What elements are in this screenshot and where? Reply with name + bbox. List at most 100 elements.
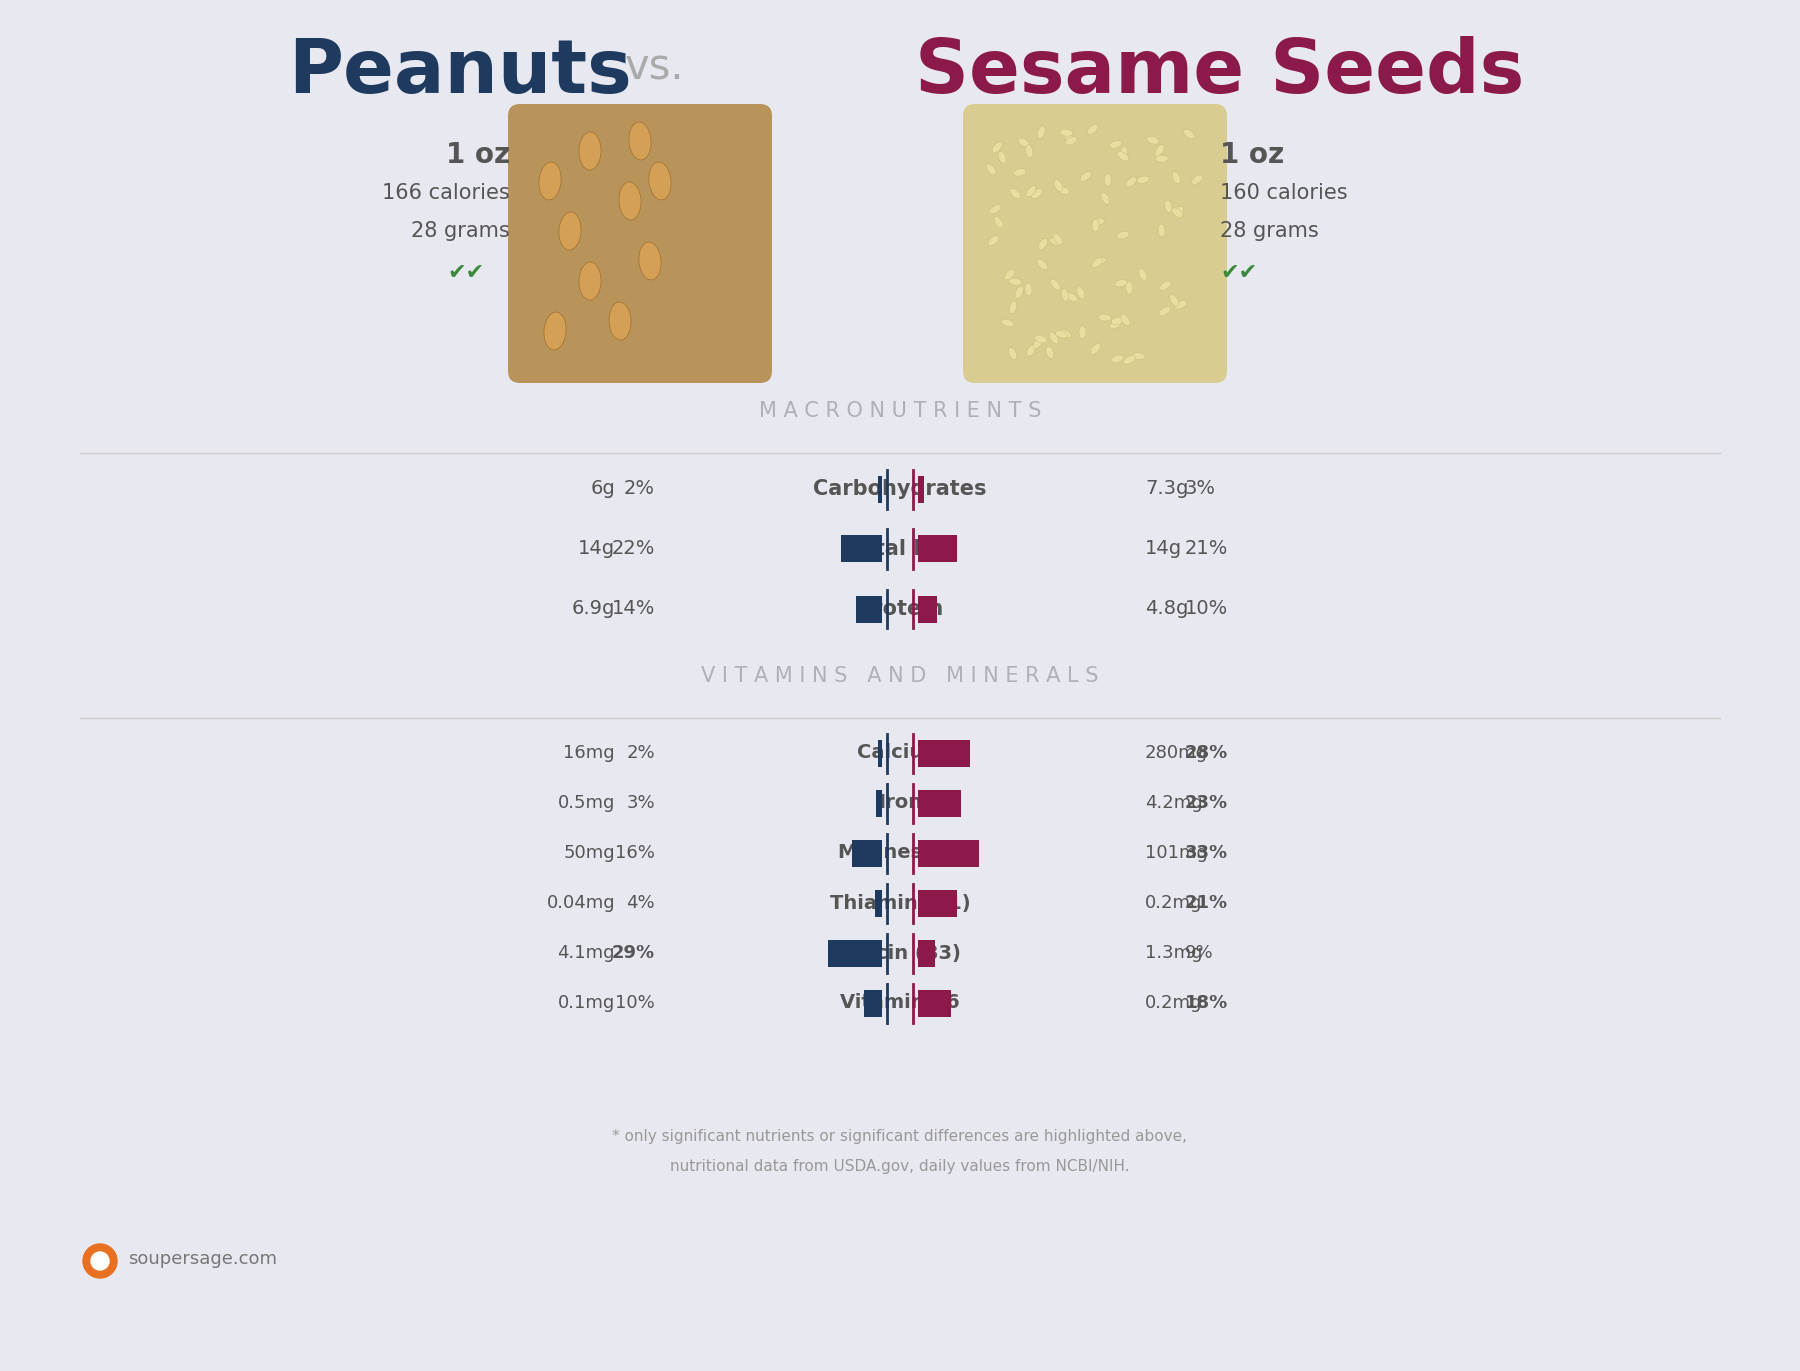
Ellipse shape (1062, 288, 1069, 302)
Text: Carbohydrates: Carbohydrates (814, 478, 986, 499)
Ellipse shape (1066, 137, 1076, 145)
Ellipse shape (1132, 352, 1145, 359)
Text: 10%: 10% (616, 994, 655, 1012)
Text: 160 calories: 160 calories (1220, 182, 1348, 203)
Ellipse shape (1138, 175, 1150, 184)
Ellipse shape (1109, 141, 1121, 148)
Ellipse shape (1026, 344, 1035, 356)
Ellipse shape (1175, 206, 1183, 218)
Ellipse shape (1111, 355, 1123, 363)
Text: 4.8g: 4.8g (1145, 599, 1188, 618)
Bar (841, 536, 882, 562)
Text: 23%: 23% (1184, 794, 1228, 812)
Ellipse shape (1111, 317, 1123, 325)
Text: 4.1mg: 4.1mg (558, 945, 616, 962)
Ellipse shape (544, 313, 565, 350)
Text: ✔✔: ✔✔ (1220, 263, 1256, 282)
Bar (918, 939, 934, 967)
FancyBboxPatch shape (508, 104, 772, 383)
Ellipse shape (1159, 281, 1172, 291)
Ellipse shape (986, 163, 995, 175)
Text: 0.5mg: 0.5mg (558, 794, 616, 812)
Ellipse shape (1060, 129, 1073, 136)
Text: nutritional data from USDA.gov, daily values from NCBI/NIH.: nutritional data from USDA.gov, daily va… (670, 1158, 1130, 1174)
Text: 3%: 3% (626, 794, 655, 812)
Ellipse shape (1026, 185, 1037, 196)
Bar (864, 990, 882, 1016)
Ellipse shape (648, 162, 671, 200)
Bar (828, 939, 882, 967)
Ellipse shape (1139, 269, 1147, 281)
Text: 4.2mg: 4.2mg (1145, 794, 1202, 812)
Ellipse shape (1098, 314, 1111, 321)
Ellipse shape (1170, 295, 1179, 306)
Ellipse shape (1031, 189, 1042, 199)
Circle shape (92, 1252, 110, 1270)
Text: 22%: 22% (612, 540, 655, 558)
Text: 6.9g: 6.9g (572, 599, 616, 618)
Ellipse shape (580, 262, 601, 300)
Text: 4%: 4% (626, 894, 655, 912)
Ellipse shape (608, 302, 632, 340)
Text: 1 oz: 1 oz (446, 141, 509, 169)
Text: Protein: Protein (857, 599, 943, 618)
Text: 14g: 14g (578, 540, 616, 558)
Ellipse shape (988, 236, 999, 245)
Ellipse shape (1093, 219, 1100, 232)
Text: V I T A M I N S   A N D   M I N E R A L S: V I T A M I N S A N D M I N E R A L S (702, 666, 1098, 686)
Text: 21%: 21% (1184, 894, 1228, 912)
Text: 3%: 3% (1184, 480, 1217, 499)
Text: ✔✔: ✔✔ (448, 263, 484, 282)
Text: 280mg: 280mg (1145, 744, 1208, 762)
Ellipse shape (538, 162, 562, 200)
Text: 9%: 9% (1184, 945, 1213, 962)
Text: 0.04mg: 0.04mg (547, 894, 616, 912)
Ellipse shape (1184, 129, 1195, 138)
Ellipse shape (1004, 269, 1015, 280)
Ellipse shape (1076, 287, 1085, 299)
Ellipse shape (1125, 177, 1136, 186)
Text: soupersage.com: soupersage.com (128, 1250, 277, 1268)
Ellipse shape (619, 182, 641, 219)
Text: 0.2mg: 0.2mg (1145, 894, 1202, 912)
Bar (918, 595, 936, 622)
Ellipse shape (1064, 132, 1075, 143)
Text: 16%: 16% (616, 845, 655, 862)
Ellipse shape (1010, 188, 1021, 199)
Ellipse shape (1172, 171, 1181, 184)
Ellipse shape (1024, 282, 1031, 296)
Bar (878, 739, 882, 766)
Ellipse shape (1035, 336, 1048, 343)
Text: 28%: 28% (1184, 744, 1228, 762)
Ellipse shape (1015, 287, 1024, 299)
Ellipse shape (1118, 151, 1129, 160)
Ellipse shape (1013, 169, 1026, 177)
Text: 1.3mg: 1.3mg (1145, 945, 1202, 962)
Ellipse shape (1037, 126, 1046, 138)
Ellipse shape (1049, 332, 1058, 344)
Bar (918, 890, 958, 916)
Text: Total Fat: Total Fat (850, 539, 950, 559)
Ellipse shape (1102, 192, 1109, 204)
Ellipse shape (1091, 343, 1100, 354)
Text: Iron: Iron (878, 794, 922, 813)
Ellipse shape (1019, 138, 1030, 147)
Ellipse shape (1175, 300, 1186, 308)
Ellipse shape (1105, 173, 1111, 186)
Text: 0.2mg: 0.2mg (1145, 994, 1202, 1012)
Ellipse shape (1080, 171, 1091, 181)
Ellipse shape (1159, 307, 1170, 315)
Text: 16mg: 16mg (563, 744, 616, 762)
Bar (918, 790, 961, 817)
Ellipse shape (1066, 293, 1078, 302)
Ellipse shape (1111, 319, 1121, 329)
Text: 10%: 10% (1184, 599, 1228, 618)
Text: 28 grams: 28 grams (410, 221, 509, 241)
Ellipse shape (1026, 145, 1033, 158)
Ellipse shape (1039, 239, 1048, 250)
Ellipse shape (1165, 200, 1172, 213)
Ellipse shape (999, 151, 1006, 163)
Text: Sesame Seeds: Sesame Seeds (916, 36, 1525, 110)
Text: Peanuts: Peanuts (288, 36, 632, 110)
Ellipse shape (994, 217, 1003, 228)
